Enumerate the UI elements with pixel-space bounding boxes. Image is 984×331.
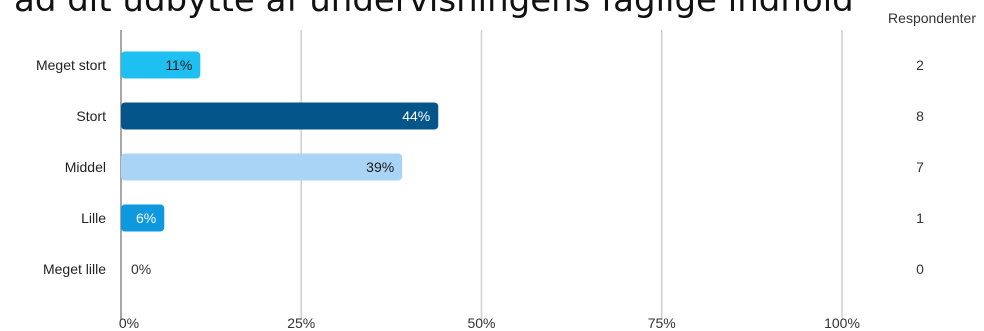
bar bbox=[121, 204, 165, 232]
x-tick-label: 0% bbox=[119, 315, 139, 331]
respondents-header: Respondenter bbox=[888, 10, 976, 26]
respondent-count: 7 bbox=[916, 159, 924, 175]
category-label: Middel bbox=[65, 159, 106, 175]
x-tick-label: 100% bbox=[824, 315, 860, 331]
category-label: Meget lille bbox=[43, 261, 106, 277]
bar bbox=[121, 153, 403, 181]
data-label: 0% bbox=[131, 261, 151, 277]
x-tick-label: 50% bbox=[467, 315, 495, 331]
x-tick-label: 25% bbox=[287, 315, 315, 331]
bar bbox=[121, 102, 439, 130]
chart-title: ad dit udbytte af undervisningens faglig… bbox=[14, 0, 854, 20]
bar bbox=[121, 51, 201, 79]
respondent-count: 1 bbox=[916, 210, 924, 226]
respondent-count: 8 bbox=[916, 108, 924, 124]
x-tick-label: 75% bbox=[648, 315, 676, 331]
category-label: Lille bbox=[81, 210, 106, 226]
respondent-count: 2 bbox=[916, 57, 924, 73]
category-label: Stort bbox=[76, 108, 106, 124]
data-label: 11% bbox=[165, 57, 192, 73]
data-label: 39% bbox=[366, 159, 394, 175]
category-label: Meget stort bbox=[36, 57, 106, 73]
data-label: 6% bbox=[136, 210, 156, 226]
respondent-count: 0 bbox=[916, 261, 924, 277]
data-label: 44% bbox=[402, 108, 430, 124]
